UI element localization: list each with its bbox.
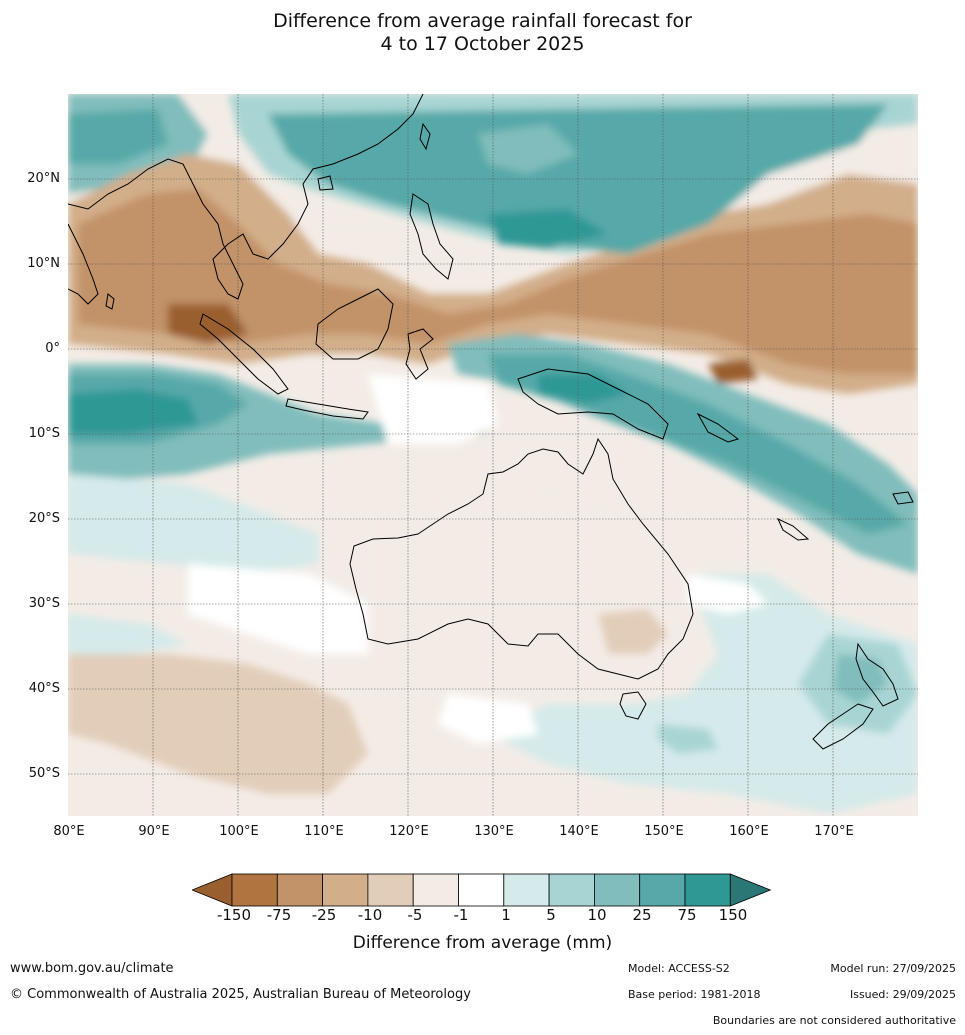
website-link[interactable]: www.bom.gov.au/climate <box>10 961 174 976</box>
fiji-coastline <box>892 491 914 505</box>
colorbar-tick: -25 <box>311 906 337 924</box>
rainfall-map <box>68 94 918 816</box>
colorbar-tick: 25 <box>632 906 652 924</box>
lon-label-150e: 150°E <box>644 824 684 839</box>
india-coastline <box>68 223 99 305</box>
title-line-1: Difference from average rainfall forecas… <box>273 10 692 32</box>
lat-label-20n: 20°N <box>27 171 60 186</box>
title-line-2: 4 to 17 October 2025 <box>380 33 585 55</box>
colorbar-cell <box>276 873 324 907</box>
colorbar-cell <box>367 873 414 907</box>
base-period-text: Base period: 1981-2018 <box>628 988 761 1001</box>
hainan-coastline <box>317 175 334 191</box>
anomaly-shading <box>68 94 918 814</box>
lon-label-140e: 140°E <box>559 824 599 839</box>
colorbar-cell <box>548 873 595 907</box>
colorbar-tick: -75 <box>266 906 292 924</box>
lon-label-80e: 80°E <box>53 824 85 839</box>
colorbar-tick: 10 <box>587 906 607 924</box>
graticule <box>68 94 918 816</box>
colorbar-tick: -10 <box>357 906 383 924</box>
colorbar-cells <box>190 873 772 907</box>
new-zealand-coastline <box>855 642 899 707</box>
model-run-text: Model run: 27/09/2025 <box>830 962 956 975</box>
lat-label-20s: 20°S <box>28 511 60 526</box>
new-guinea-coastline <box>517 368 669 440</box>
lat-label-50s: 50°S <box>28 766 60 781</box>
colorbar-tick: -5 <box>407 906 423 924</box>
colorbar-tick: 150 <box>718 906 748 924</box>
colorbar-label: Difference from average (mm) <box>352 933 613 953</box>
colorbar-tick: -1 <box>453 906 469 924</box>
colorbar-tick: 1 <box>501 906 511 924</box>
sri-lanka-coastline <box>105 293 115 310</box>
australia-coastline <box>349 437 694 680</box>
colorbar-graphic <box>190 873 772 907</box>
sulawesi-coastline <box>405 328 434 380</box>
lat-label-10s: 10°S <box>28 426 60 441</box>
colorbar-tick: 75 <box>677 906 697 924</box>
lat-label-10n: 10°N <box>27 256 60 271</box>
lon-label-100e: 100°E <box>219 824 259 839</box>
colorbar-extend-high <box>729 873 772 907</box>
tasmania-coastline <box>619 691 647 720</box>
philippines-coastline <box>409 193 454 280</box>
lon-label-170e: 170°E <box>814 824 854 839</box>
coastlines <box>68 94 914 750</box>
new-zealand-south-coastline <box>812 703 874 750</box>
issued-text: Issued: 29/09/2025 <box>849 988 956 1001</box>
colorbar-tick: 5 <box>546 906 556 924</box>
solomon-islands-coastline <box>696 412 740 443</box>
lat-label-40s: 40°S <box>28 681 60 696</box>
new-caledonia-coastline <box>776 517 810 541</box>
java-coastline <box>285 398 369 420</box>
lon-label-120e: 120°E <box>389 824 429 839</box>
colorbar-cell <box>639 873 686 907</box>
disclaimer-text: Boundaries are not considered authoritat… <box>712 1014 956 1027</box>
colorbar-extend-low <box>190 873 233 907</box>
lon-label-110e: 110°E <box>304 824 344 839</box>
model-text: Model: ACCESS-S2 <box>628 962 730 975</box>
copyright-text: © Commonwealth of Australia 2025, Austra… <box>10 987 471 1002</box>
lon-label-160e: 160°E <box>729 824 769 839</box>
colorbar-cell <box>593 873 641 907</box>
colorbar-cell <box>684 873 731 907</box>
colorbar-cell <box>458 873 505 907</box>
lon-label-130e: 130°E <box>474 824 514 839</box>
map-canvas <box>68 94 918 816</box>
colorbar-cell <box>412 873 459 907</box>
taiwan-coastline <box>419 122 431 151</box>
lat-label-0: 0° <box>45 341 60 356</box>
colorbar <box>190 873 774 907</box>
colorbar-cell <box>503 873 550 907</box>
colorbar-tick: -150 <box>216 906 252 924</box>
borneo-coastline <box>315 288 394 360</box>
map-title: Difference from average rainfall forecas… <box>0 10 965 56</box>
colorbar-cell <box>231 873 278 907</box>
lon-label-90e: 90°E <box>138 824 170 839</box>
lat-label-30s: 30°S <box>28 596 60 611</box>
colorbar-cell <box>322 873 369 907</box>
sumatra-coastline <box>199 313 289 395</box>
mainland-asia-coastline <box>68 94 424 300</box>
